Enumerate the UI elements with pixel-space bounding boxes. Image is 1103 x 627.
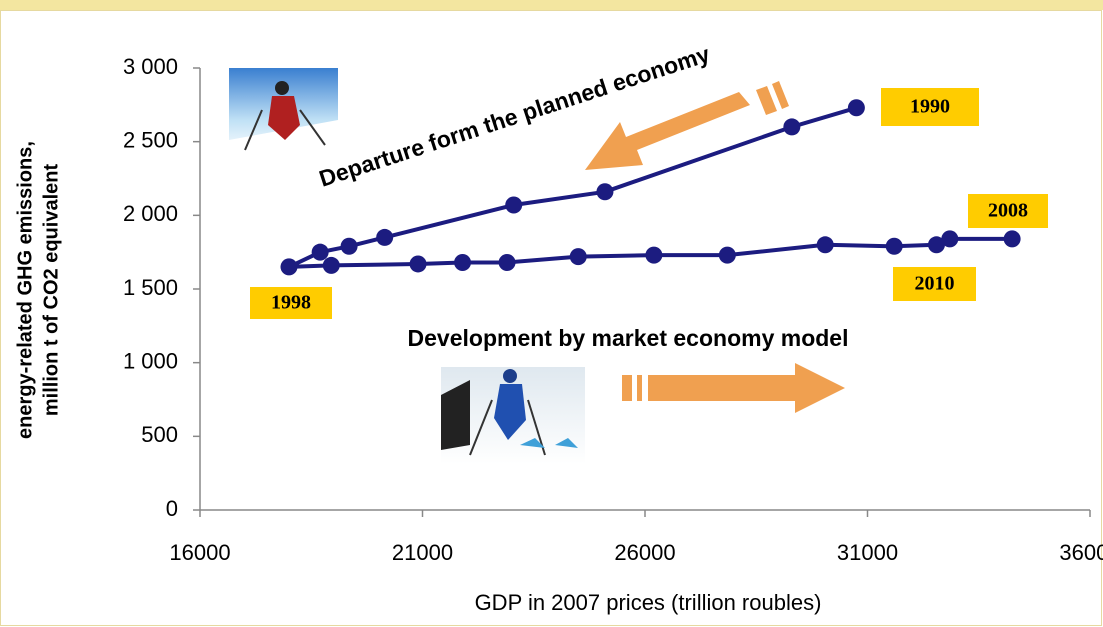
- photo-skier: [229, 68, 338, 154]
- x-tick-label: 36000: [1059, 540, 1103, 565]
- point: [498, 253, 516, 271]
- year-label: 1998: [271, 292, 311, 314]
- photo-xc-skier: [441, 367, 585, 464]
- y-tick-label: 1 500: [123, 275, 178, 300]
- annotation: Departure form the planned economy: [316, 41, 713, 192]
- y-tick-label: 2 500: [123, 127, 178, 152]
- point: [885, 237, 903, 255]
- point: [311, 243, 329, 261]
- x-axis-label: GDP in 2007 prices (trillion roubles): [475, 590, 822, 615]
- series-line: [287, 105, 1013, 269]
- point: [645, 246, 663, 264]
- point: [927, 236, 945, 254]
- point: [847, 99, 865, 117]
- y-tick-label: 2 000: [123, 201, 178, 226]
- y-axis-label: million t of CO2 equivalent: [40, 164, 62, 417]
- year-label: 2008: [988, 200, 1028, 222]
- arrow-left: [585, 81, 789, 170]
- y-tick-label: 500: [141, 422, 178, 447]
- point: [596, 183, 614, 201]
- year-label-box: [893, 267, 976, 301]
- point: [569, 248, 587, 266]
- year-label-box: [250, 287, 332, 319]
- top-band: [0, 0, 1103, 10]
- point: [941, 230, 959, 248]
- year-label: 1990: [910, 96, 950, 118]
- y-tick-label: 3 000: [123, 54, 178, 79]
- x-tick-label: 16000: [169, 540, 230, 565]
- point: [783, 118, 801, 136]
- frame: [0, 10, 1102, 626]
- point: [322, 256, 340, 274]
- year-label-box: [968, 194, 1048, 228]
- arrow-right: [622, 363, 845, 413]
- point: [340, 237, 358, 255]
- point: [816, 236, 834, 254]
- x-tick-label: 21000: [392, 540, 453, 565]
- y-axis-label: energy-related GHG emissions,: [14, 141, 36, 439]
- point: [409, 255, 427, 273]
- x-tick-label: 31000: [837, 540, 898, 565]
- point: [280, 258, 298, 276]
- point: [1003, 230, 1021, 248]
- point: [454, 253, 472, 271]
- point: [718, 246, 736, 264]
- y-tick-label: 1 000: [123, 348, 178, 373]
- x-tick-label: 26000: [614, 540, 675, 565]
- year-label: 2010: [915, 273, 955, 295]
- point: [505, 196, 523, 214]
- y-tick-label: 0: [166, 496, 178, 521]
- point: [376, 228, 394, 246]
- year-label-box: [881, 88, 979, 126]
- annotation: Development by market economy model: [408, 325, 849, 351]
